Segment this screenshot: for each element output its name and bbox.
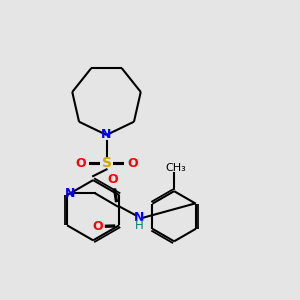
Text: CH₃: CH₃: [165, 163, 186, 173]
Text: H: H: [135, 219, 143, 232]
Text: O: O: [107, 173, 118, 186]
Text: N: N: [101, 128, 112, 141]
Text: N: N: [64, 187, 75, 200]
Text: N: N: [134, 211, 144, 224]
Text: O: O: [92, 220, 103, 233]
Text: S: S: [101, 156, 112, 170]
Text: O: O: [75, 157, 86, 170]
Text: O: O: [127, 157, 138, 170]
